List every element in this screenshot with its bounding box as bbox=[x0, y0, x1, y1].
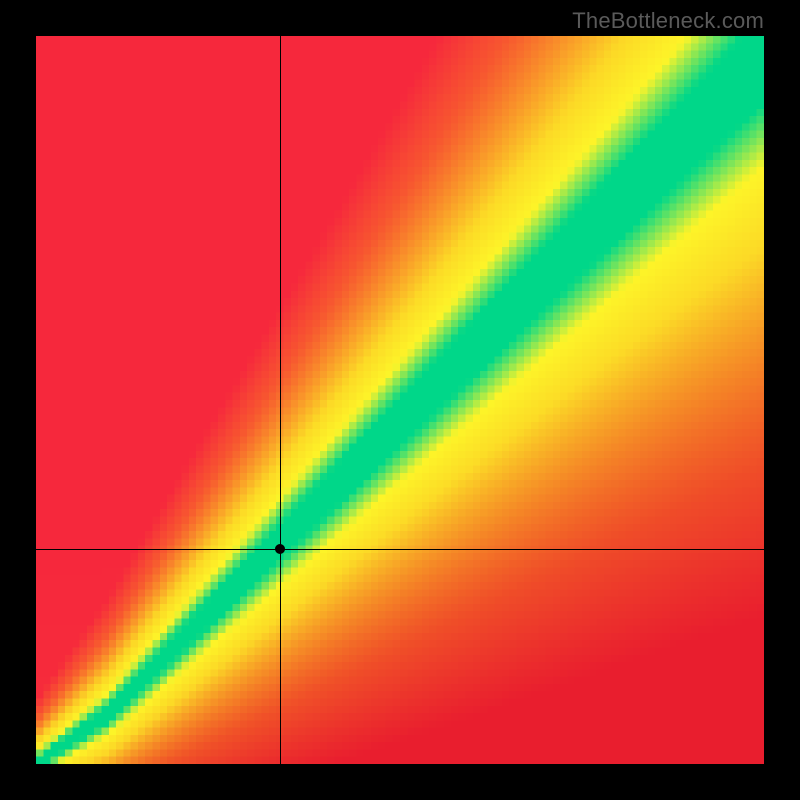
marker-dot bbox=[275, 544, 285, 554]
crosshair-horizontal bbox=[36, 549, 764, 550]
heatmap-canvas bbox=[36, 36, 764, 764]
watermark-text: TheBottleneck.com bbox=[572, 8, 764, 34]
crosshair-vertical bbox=[280, 36, 281, 764]
heatmap-plot-area bbox=[36, 36, 764, 764]
